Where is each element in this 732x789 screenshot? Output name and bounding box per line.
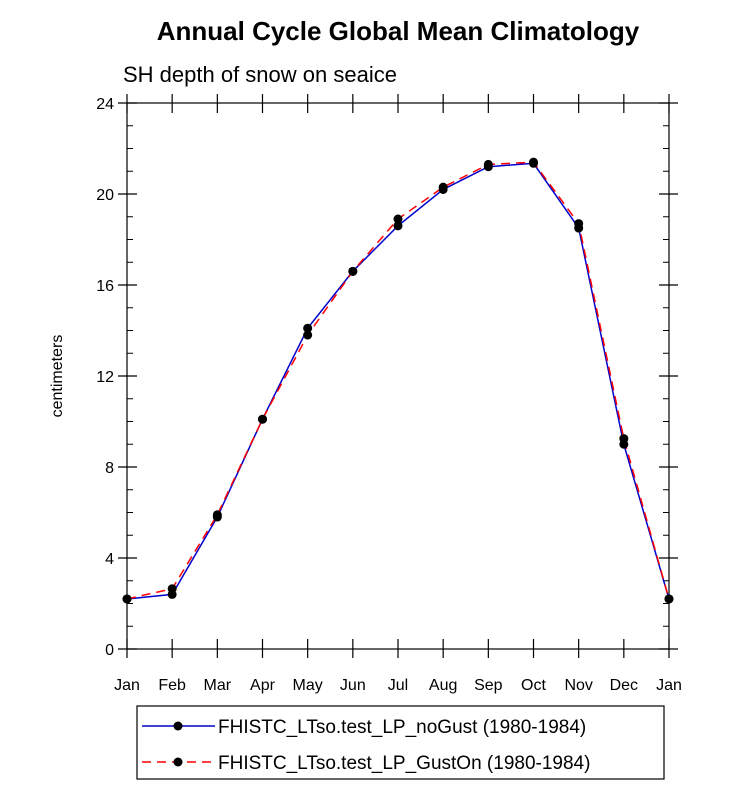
series-1-point [303,330,313,340]
y-axis-label: centimeters [49,335,66,418]
x-tick-label: Jan [114,677,140,694]
plot-frame [126,102,670,650]
y-tick-label: 24 [96,96,114,113]
y-tick-label: 0 [105,642,114,659]
series-1-point [529,157,538,167]
series-1-point [574,219,584,229]
series-1-point [212,510,222,520]
chart-title: Annual Cycle Global Mean Climatology [157,16,640,46]
legend-label-guston: FHISTC_LTso.test_LP_GustOn (1980-1984) [218,753,590,774]
series-1-point [258,414,267,424]
series-0-point [393,221,403,231]
y-tick-label: 4 [105,551,114,568]
x-tick-label: Aug [429,677,457,694]
x-tick-label: Oct [521,677,546,694]
series-1-point [438,182,448,192]
x-tick-label: May [293,677,323,694]
x-tick-label: Jun [340,677,366,694]
series-layer [122,157,674,604]
series-1-point [393,214,403,224]
series-0-point [303,323,313,333]
tick-labels: 0 4 8 12 16 20 24 Jan Feb Mar Apr May Jun Jul Aug Sep Oc… [96,96,682,694]
x-tick-label: Jul [388,677,408,694]
major-ticks [118,94,678,658]
x-tick-label: Nov [564,677,592,694]
minor-ticks [127,125,669,627]
legend-label-nogust: FHISTC_LTso.test_LP_noGust (1980-1984) [218,717,586,738]
series-1-point [483,159,493,169]
x-tick-label: Dec [610,677,638,694]
y-tick-label: 20 [96,187,114,204]
legend-marker-nogust [173,721,183,731]
legend-marker-guston [173,757,183,767]
chart-subtitle: SH depth of snow on seaice [123,62,397,87]
x-tick-label: Mar [204,677,232,694]
x-tick-label: Jan [656,677,682,694]
series-1-point [348,266,358,276]
series-1-point [167,584,177,594]
x-tick-label: Sep [474,677,503,694]
x-tick-label: Feb [158,677,186,694]
y-tick-label: 8 [105,460,114,477]
legend: FHISTC_LTso.test_LP_noGust (1980-1984) F… [136,705,665,780]
y-tick-label: 12 [96,369,114,386]
x-tick-label: Apr [250,677,276,694]
y-tick-label: 16 [96,278,114,295]
series-1-point [619,434,629,444]
legend-box [136,705,665,780]
